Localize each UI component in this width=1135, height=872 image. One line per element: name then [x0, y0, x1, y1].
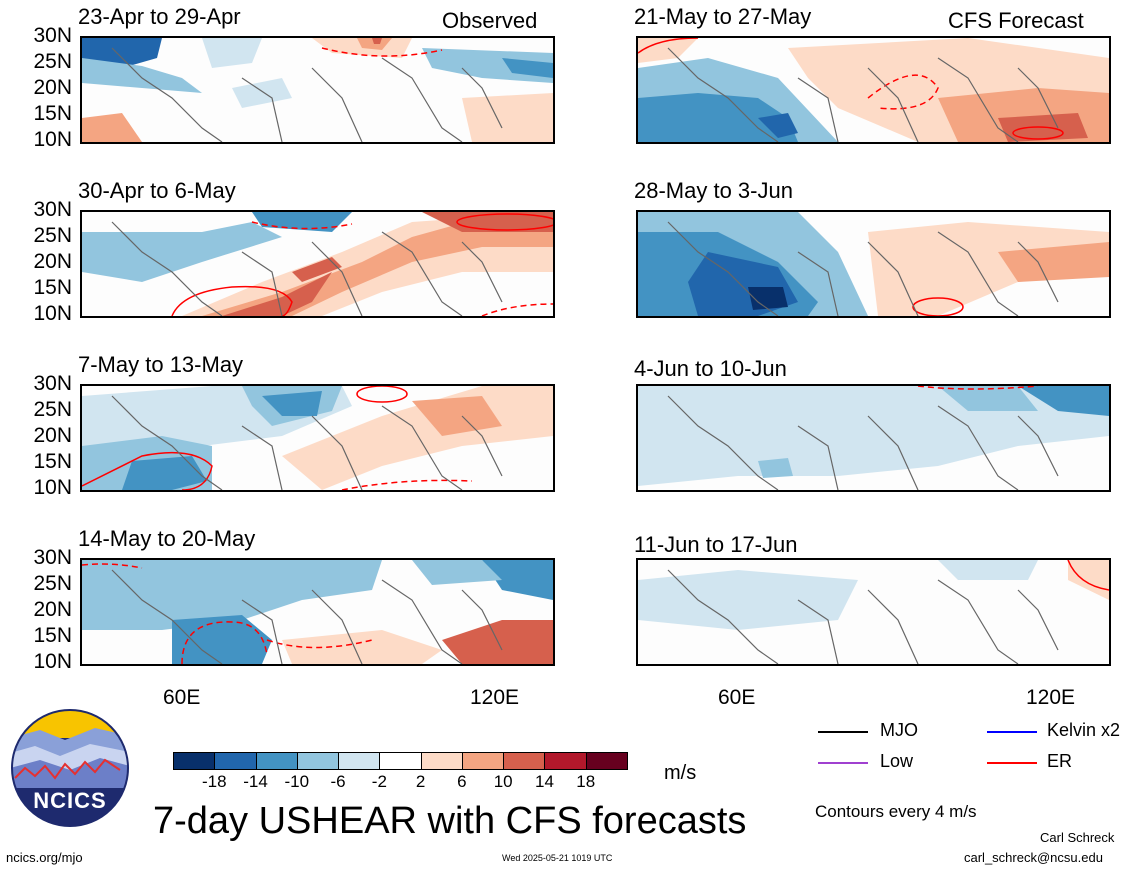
y-tick-label: 25N: [33, 398, 72, 421]
colorbar-swatch: [585, 752, 628, 770]
map-panel-l2: [80, 210, 555, 318]
colorbar-swatch: [461, 752, 505, 770]
colorbar-tick-label: -10: [284, 772, 310, 791]
y-tick-label: 10N: [33, 128, 72, 151]
footer-email[interactable]: carl_schreck@ncsu.edu: [964, 850, 1103, 865]
colorbar-tick-label: -18: [201, 772, 227, 791]
x-tick-120e-left: 120E: [470, 686, 520, 709]
footer-author: Carl Schreck: [1040, 830, 1115, 845]
colorbar-units: m/s: [664, 762, 697, 784]
colorbar-tick-label: -2: [371, 772, 387, 791]
y-tick-label: 20N: [33, 598, 72, 621]
map-panel-l3: [80, 384, 555, 492]
y-tick-label: 10N: [33, 302, 72, 325]
panel-title-l2: 30-Apr to 6-May: [78, 178, 236, 203]
map-panel-l1: [80, 36, 555, 144]
colorbar-swatch: [379, 752, 422, 770]
panel-title-r1: 21-May to 27-May: [634, 4, 812, 29]
legend-label-er: ER: [1047, 751, 1073, 771]
contours-note: Contours every 4 m/s: [815, 802, 977, 821]
colorbar-tick-label: -14: [243, 772, 268, 791]
colorbar-swatch: [214, 752, 257, 770]
y-tick-label: 20N: [33, 250, 72, 273]
y-tick-label: 10N: [33, 650, 72, 673]
panel-title-r2: 28-May to 3-Jun: [634, 178, 793, 203]
y-tick-label: 25N: [33, 50, 72, 73]
x-tick-60e-right: 60E: [718, 686, 756, 709]
footer-timestamp: Wed 2025-05-21 1019 UTC: [502, 853, 613, 863]
y-tick-label: 10N: [33, 476, 72, 499]
map-panel-r3: [636, 384, 1111, 492]
logo-text: NCICS: [33, 788, 107, 813]
y-tick-label: 25N: [33, 224, 72, 247]
y-tick-label: 15N: [33, 624, 72, 647]
map-panel-r4: [636, 558, 1111, 666]
map-panel-r1: [636, 36, 1111, 144]
map-panel-r2: [636, 210, 1111, 318]
ncics-logo: NCICS: [10, 708, 130, 828]
colorbar-tick-label: 2: [415, 772, 426, 791]
y-tick-label: 30N: [33, 372, 72, 395]
colorbar-swatch: [544, 752, 587, 770]
y-tick-label: 30N: [33, 546, 72, 569]
colorbar-swatch: [338, 752, 381, 770]
map-panel-l4: [80, 558, 555, 666]
legend-label-mjo: MJO: [880, 720, 918, 740]
colorbar-tick-label: 18: [576, 772, 596, 791]
y-tick-label: 20N: [33, 424, 72, 447]
colorbar-tick-label: 14: [534, 772, 554, 791]
panel-title-l3: 7-May to 13-May: [78, 352, 244, 377]
colorbar-swatch: [255, 752, 298, 770]
colorbar-tick-label: 10: [493, 772, 513, 791]
panel-title-l4: 14-May to 20-May: [78, 526, 256, 551]
x-tick-60e-left: 60E: [163, 686, 201, 709]
main-title: 7-day USHEAR with CFS forecasts: [153, 800, 747, 842]
colorbar-swatch: [420, 752, 463, 770]
x-tick-120e-right: 120E: [1026, 686, 1076, 709]
legend-line-kelvin: [987, 731, 1037, 733]
panel-tag-observed: Observed: [442, 8, 538, 33]
y-tick-label: 25N: [33, 572, 72, 595]
y-tick-label: 30N: [33, 198, 72, 221]
y-tick-label: 15N: [33, 276, 72, 299]
panel-title-r3: 4-Jun to 10-Jun: [634, 356, 787, 381]
y-tick-label: 20N: [33, 76, 72, 99]
colorbar: [173, 752, 628, 772]
panel-title-l1: 23-Apr to 29-Apr: [78, 4, 241, 29]
colorbar-tick-label: -6: [330, 772, 346, 791]
panel-tag-cfs-forecast: CFS Forecast: [948, 8, 1084, 33]
legend-line-low: [818, 762, 868, 764]
colorbar-tick-label: 6: [457, 772, 467, 791]
legend-line-mjo: [818, 731, 868, 733]
y-tick-label: 15N: [33, 450, 72, 473]
legend-line-er: [987, 762, 1037, 764]
y-tick-label: 30N: [33, 24, 72, 47]
colorbar-swatch: [173, 752, 216, 770]
legend-label-kelvin: Kelvin x2: [1047, 720, 1121, 740]
colorbar-swatch: [503, 752, 546, 770]
panel-title-r4: 11-Jun to 17-Jun: [634, 532, 798, 557]
legend-label-low: Low: [880, 751, 914, 771]
footer-url[interactable]: ncics.org/mjo: [6, 850, 83, 865]
y-tick-label: 15N: [33, 102, 72, 125]
colorbar-swatch: [296, 752, 340, 770]
